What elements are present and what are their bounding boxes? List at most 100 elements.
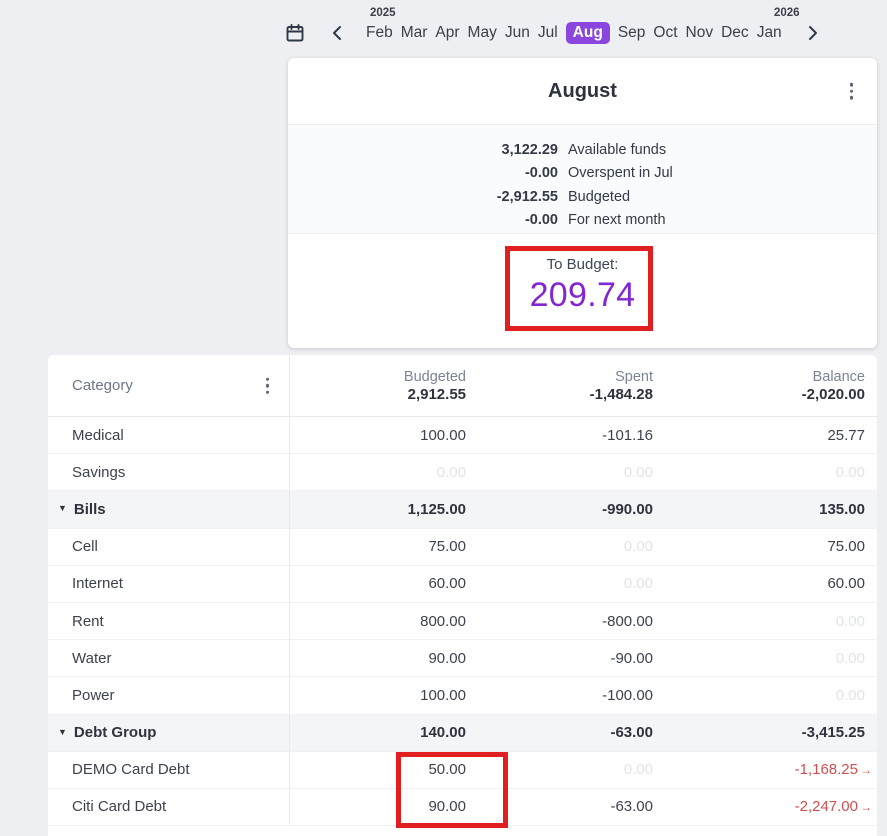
table-body: Medical 100.00 -101.16 25.77 Savings 0.00 0.00…	[48, 417, 877, 827]
budgeted-cell[interactable]: 100.00	[290, 417, 478, 453]
spent-cell[interactable]: 0.00	[478, 454, 665, 490]
month-menu-icon[interactable]	[846, 79, 858, 104]
balance-cell[interactable]: 25.77	[665, 417, 877, 453]
budgeted-value: 0.00	[436, 463, 466, 481]
balance-value: -1,168.25	[794, 761, 858, 779]
column-total: -1,484.28	[589, 385, 653, 403]
month-jun[interactable]: Jun	[504, 24, 530, 41]
month-aug[interactable]: Aug	[565, 22, 610, 44]
budgeted-cell[interactable]: 140.00	[290, 715, 478, 751]
budgeted-cell[interactable]: 75.00	[290, 529, 478, 565]
budgeted-cell[interactable]: 100.00	[290, 677, 478, 713]
spent-value: -90.00	[610, 649, 653, 667]
month-sep[interactable]: Sep	[617, 24, 646, 41]
summary-value: -2,912.55	[496, 188, 558, 205]
budgeted-cell[interactable]: 0.00	[290, 454, 478, 490]
spent-cell[interactable]: 0.00	[478, 529, 665, 565]
budgeted-cell[interactable]: 800.00	[290, 603, 478, 639]
year-label-right: 2026	[774, 7, 800, 19]
category-name-cell[interactable]: Power	[48, 677, 290, 714]
balance-cell[interactable]: 0.00	[665, 677, 877, 713]
category-row-internet: Internet 60.00 0.00 60.00	[48, 565, 877, 603]
budgeted-cell[interactable]: 90.00	[290, 789, 478, 825]
spent-cell[interactable]: -63.00	[478, 789, 665, 825]
category-menu-icon[interactable]	[262, 373, 274, 398]
category-name: Cell	[72, 538, 98, 556]
column-label: Spent	[615, 368, 653, 385]
calendar-icon[interactable]	[285, 21, 307, 45]
column-header-spent: Spent -1,484.28	[478, 355, 665, 416]
spent-cell[interactable]: -800.00	[478, 603, 665, 639]
month-oct[interactable]: Oct	[653, 24, 678, 41]
chevron-right-icon[interactable]	[806, 21, 820, 45]
budgeted-value: 800.00	[420, 612, 466, 630]
category-name-cell[interactable]: ▼ Debt Group	[48, 714, 290, 751]
month-apr[interactable]: Apr	[435, 24, 460, 41]
budget-table: Category Budgeted 2,912.55 Spent -1,484.28 B…	[48, 355, 877, 836]
category-name: Water	[72, 649, 112, 667]
category-row-water: Water 90.00 -90.00 0.00	[48, 640, 877, 678]
summary-value: 3,122.29	[501, 141, 558, 158]
category-name-cell[interactable]: ▼ Bills	[48, 491, 290, 528]
column-header-budgeted: Budgeted 2,912.55	[290, 355, 478, 416]
funds-summary: 3,122.29 Available funds -0.00 Overspent in…	[288, 124, 877, 234]
spent-value: -800.00	[602, 612, 653, 630]
summary-label: Budgeted	[568, 188, 631, 205]
summary-row: -0.00 Overspent in Jul	[288, 162, 877, 186]
month-may[interactable]: May	[467, 24, 497, 41]
month-nov[interactable]: Nov	[685, 24, 714, 41]
budgeted-cell[interactable]: 50.00	[290, 752, 478, 788]
month-feb[interactable]: Feb	[366, 24, 393, 41]
category-name: Internet	[72, 575, 123, 593]
spent-cell[interactable]: -100.00	[478, 677, 665, 713]
month-list: Feb Mar Apr May Jun Jul Aug Sep Oct Nov Dec Jan	[366, 22, 782, 44]
balance-cell[interactable]: 0.00	[665, 454, 877, 490]
group-row-debt-group: ▼ Debt Group 140.00 -63.00 -3,415.25	[48, 714, 877, 752]
balance-cell[interactable]: 135.00	[665, 491, 877, 527]
category-name-cell[interactable]: Water	[48, 640, 290, 677]
month-mar[interactable]: Mar	[400, 24, 428, 41]
summary-label: Available funds	[568, 141, 667, 158]
spent-cell[interactable]: -63.00	[478, 715, 665, 751]
category-row-demo-card-debt: DEMO Card Debt 50.00 0.00 -1,168.25 →	[48, 751, 877, 789]
balance-cell[interactable]: 0.00	[665, 640, 877, 676]
summary-row: -2,912.55 Budgeted	[288, 185, 877, 209]
spent-cell[interactable]: -90.00	[478, 640, 665, 676]
spent-cell[interactable]: 0.00	[478, 566, 665, 602]
collapse-arrow-icon[interactable]: ▼	[58, 726, 67, 737]
balance-cell[interactable]: -3,415.25	[665, 715, 877, 751]
to-budget-value[interactable]: 209.74	[529, 276, 636, 314]
balance-cell[interactable]: 75.00	[665, 529, 877, 565]
category-name-cell[interactable]: Citi Card Debt	[48, 788, 290, 826]
balance-cell[interactable]: -2,247.00 →	[665, 789, 877, 825]
category-row-citi-card-debt: Citi Card Debt 90.00 -63.00 -2,247.00 →	[48, 788, 877, 827]
budgeted-cell[interactable]: 90.00	[290, 640, 478, 676]
spent-cell[interactable]: 0.00	[478, 752, 665, 788]
category-name-cell[interactable]: Cell	[48, 528, 290, 565]
balance-cell[interactable]: -1,168.25 →	[665, 752, 877, 788]
month-dec[interactable]: Dec	[721, 24, 749, 41]
spent-cell[interactable]: -101.16	[478, 417, 665, 453]
budgeted-value: 100.00	[420, 686, 466, 704]
category-name-cell[interactable]: DEMO Card Debt	[48, 751, 290, 788]
balance-cell[interactable]: 60.00	[665, 566, 877, 602]
carryover-arrow-icon: →	[860, 762, 872, 777]
month-jan[interactable]: Jan	[756, 24, 782, 41]
balance-value: 0.00	[835, 686, 865, 704]
spent-cell[interactable]: -990.00	[478, 491, 665, 527]
budgeted-value: 60.00	[428, 575, 466, 593]
balance-cell[interactable]: 0.00	[665, 603, 877, 639]
collapse-arrow-icon[interactable]: ▼	[58, 503, 67, 514]
budgeted-cell[interactable]: 1,125.00	[290, 491, 478, 527]
chevron-left-icon[interactable]	[330, 21, 344, 45]
category-name-cell[interactable]: Rent	[48, 602, 290, 640]
category-name: Citi Card Debt	[72, 798, 167, 816]
category-name-cell[interactable]: Savings	[48, 454, 290, 491]
budgeted-value: 75.00	[428, 538, 466, 556]
category-name-cell[interactable]: Internet	[48, 565, 290, 602]
category-name-cell[interactable]: Medical	[48, 417, 290, 454]
spent-value: 0.00	[623, 761, 653, 779]
budgeted-cell[interactable]: 60.00	[290, 566, 478, 602]
category-header-label: Category	[72, 377, 133, 394]
month-jul[interactable]: Jul	[537, 24, 558, 41]
